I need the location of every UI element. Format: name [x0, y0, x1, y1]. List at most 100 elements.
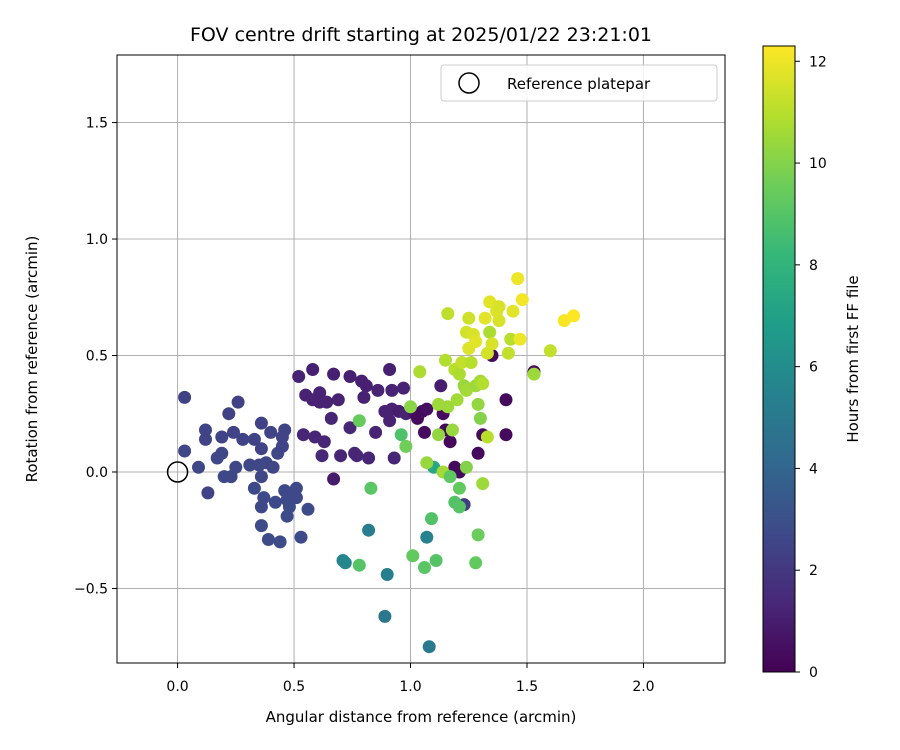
data-point: [296, 428, 310, 442]
data-point: [471, 397, 485, 411]
data-point: [254, 442, 268, 456]
data-point: [469, 335, 483, 348]
data-point: [383, 414, 397, 428]
reference-marker: [166, 461, 189, 483]
data-point: [231, 395, 245, 409]
data-point: [343, 370, 357, 383]
axis-ticks: 0.0 0.5 1.0 1.5 2.0 −0.5 0.0 0.5 1.0 1.5: [74, 116, 655, 695]
data-point: [478, 311, 492, 325]
data-point: [362, 451, 376, 465]
data-point: [506, 304, 520, 318]
data-point: [320, 395, 334, 409]
data-point: [418, 425, 431, 439]
x-axis-label: Angular distance from reference (arcmin): [266, 708, 577, 726]
data-point: [480, 430, 494, 444]
data-point: [257, 491, 271, 505]
data-point: [369, 425, 383, 439]
plot-background: [117, 55, 725, 663]
plot-frame: [116, 54, 726, 664]
data-point: [399, 439, 413, 453]
colorbar-tick-label: 12: [809, 54, 827, 70]
y-tick-label: 0.5: [86, 349, 108, 365]
data-point: [362, 523, 376, 537]
colorbar-tick-label: 10: [809, 156, 827, 172]
data-point: [455, 356, 469, 369]
legend-label: Reference platepar: [507, 75, 651, 93]
data-point: [429, 554, 443, 567]
x-tick-label: 0.0: [166, 679, 188, 695]
data-point: [432, 428, 445, 442]
data-point: [387, 451, 401, 465]
data-point: [273, 535, 287, 549]
data-point: [476, 377, 490, 390]
data-point: [473, 411, 487, 425]
data-point: [178, 444, 192, 458]
data-point: [261, 533, 275, 546]
colorbar-tick-label: 8: [809, 258, 818, 274]
data-point: [441, 307, 455, 321]
data-point: [445, 423, 459, 437]
data-point: [476, 477, 490, 491]
x-tick-label: 1.5: [516, 679, 538, 695]
colorbar-tick-label: 0: [809, 665, 818, 681]
data-point: [289, 491, 303, 505]
colorbar-tick-label: 2: [809, 563, 818, 579]
data-point: [452, 367, 466, 381]
data-point: [350, 449, 364, 463]
data-point: [275, 439, 289, 453]
data-point: [201, 486, 215, 500]
data-point: [567, 309, 581, 323]
data-point: [499, 393, 513, 407]
data-point: [278, 423, 292, 437]
data-point: [462, 311, 476, 325]
y-axis-label: Rotation from reference (arcmin): [23, 236, 41, 483]
data-point: [471, 446, 485, 460]
data-point: [301, 502, 315, 516]
data-point: [471, 528, 485, 542]
data-point: [229, 460, 243, 474]
data-point: [450, 393, 464, 407]
data-point: [452, 500, 466, 514]
data-point: [313, 386, 327, 400]
data-point: [420, 530, 434, 544]
data-point: [422, 640, 436, 654]
x-tick-label: 1.0: [399, 679, 421, 695]
data-point: [306, 363, 320, 376]
data-point: [397, 381, 410, 395]
legend: Reference platepar: [440, 64, 718, 102]
data-point: [378, 609, 392, 623]
data-point: [254, 519, 268, 533]
data-point: [464, 356, 478, 369]
data-point: [243, 458, 257, 472]
data-point: [247, 432, 261, 446]
colorbar-gradient: [763, 46, 795, 672]
y-tick-label: 1.0: [86, 232, 108, 248]
data-point: [383, 363, 397, 376]
data-point: [406, 549, 420, 563]
data-point: [282, 500, 296, 514]
data-point: [420, 402, 434, 416]
data-point: [425, 512, 438, 526]
data-point: [499, 428, 513, 442]
data-point: [485, 337, 499, 351]
legend-box: [440, 64, 718, 102]
data-point: [352, 414, 366, 428]
data-point: [254, 470, 268, 484]
data-point: [266, 460, 280, 474]
scatter-points: [178, 272, 581, 654]
data-point: [443, 435, 457, 449]
x-tick-label: 0.5: [283, 679, 305, 695]
data-point: [264, 425, 278, 439]
data-point: [254, 416, 268, 430]
data-point: [357, 390, 371, 404]
data-point: [515, 293, 529, 307]
data-point: [331, 393, 345, 407]
data-point: [527, 367, 541, 381]
x-tick-label: 2.0: [632, 679, 654, 695]
data-point: [452, 481, 466, 495]
data-point: [247, 481, 261, 495]
data-point: [394, 428, 408, 442]
colorbar: 0 2 4 6 8 10 12 Hours from first FF file: [762, 45, 862, 681]
data-point: [385, 383, 399, 397]
